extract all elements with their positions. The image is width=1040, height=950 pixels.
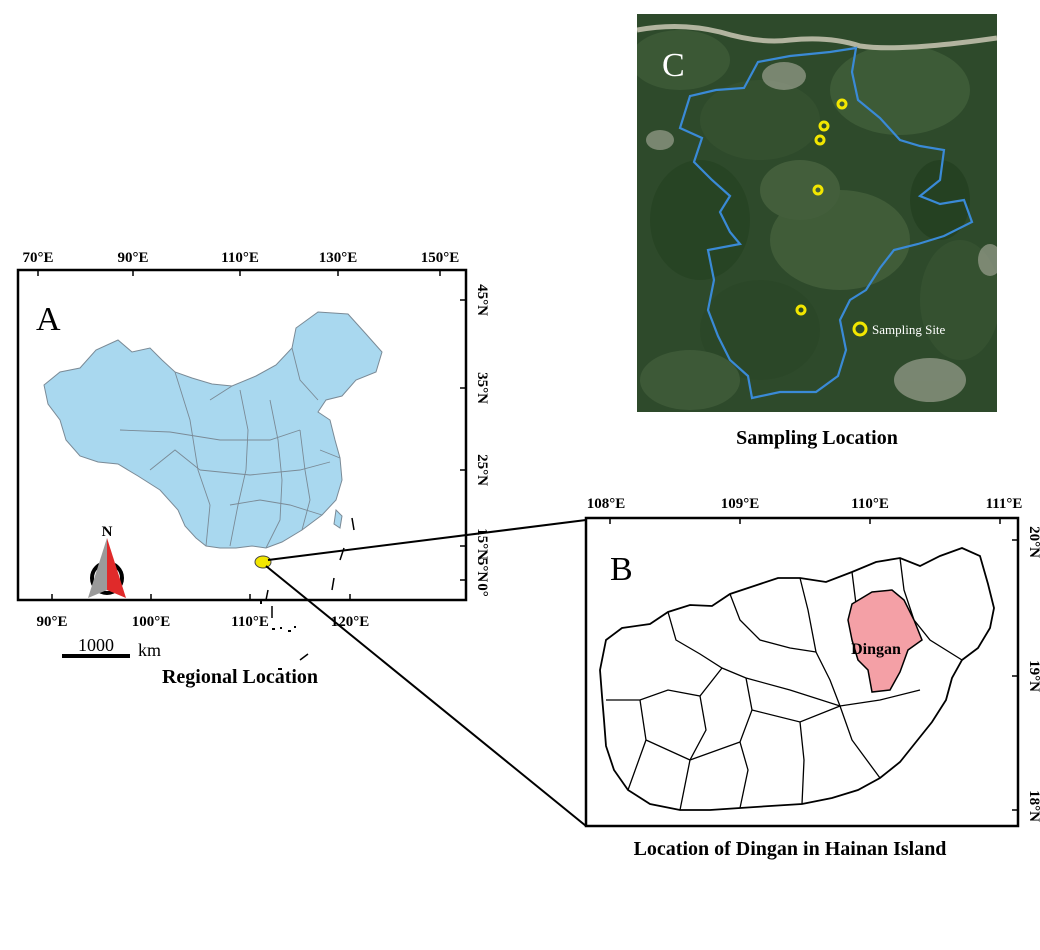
sampling-sites: [795, 98, 848, 316]
urban-areas: [646, 62, 997, 402]
panel-c-satellite-map: Sampling Site C Sampling Location: [637, 14, 997, 449]
zoom-connector-lines: [265, 519, 587, 827]
panel-b-top-tick-3: 110°E: [851, 496, 889, 512]
dingan-boundary: [678, 46, 974, 400]
scale-unit: km: [138, 640, 161, 660]
panel-c-caption: Sampling Location: [736, 427, 898, 449]
sampling-site-marker: [836, 98, 848, 110]
scale-bar: 1000 km: [62, 635, 161, 660]
panel-b-letter: B: [610, 551, 633, 588]
legend-marker: [852, 321, 868, 337]
hainan-highlight: [254, 555, 272, 569]
panel-b-hainan-map: Dingan B 108°E 109°E 110°E 111°E 20°N 19…: [584, 496, 1040, 860]
panel-b-top-tick-4: 111°E: [986, 496, 1023, 512]
panel-a-caption: Regional Location: [162, 666, 318, 688]
north-arrow-icon: N: [88, 524, 126, 598]
panel-a-right-tick-4: 15°N: [474, 528, 490, 560]
dingan-label: Dingan: [851, 641, 901, 658]
panel-a-right-tick-2: 35°N: [474, 372, 490, 404]
sampling-site-marker: [814, 134, 826, 146]
panel-b-frame-ticks: [609, 518, 1018, 811]
dingan-county: [847, 589, 923, 693]
sampling-site-marker: [818, 120, 830, 132]
panel-a-regional-map: N 1000 km A 70°E 90°E 110°E 130°E 150°E …: [16, 250, 490, 688]
panel-a-bottom-tick-4: 120°E: [331, 614, 370, 630]
panel-a-right-tick-6: 0°: [474, 583, 490, 597]
panel-b-top-tick-1: 108°E: [587, 496, 626, 512]
panel-a-bottom-tick-1: 90°E: [36, 614, 67, 630]
panel-b-right-tick-1: 20°N: [1026, 526, 1040, 558]
panel-a-bottom-tick-2: 100°E: [132, 614, 171, 630]
panel-a-frame-ticks: [37, 270, 466, 600]
panel-b-right-tick-2: 19°N: [1026, 660, 1040, 692]
panel-a-top-tick-4: 130°E: [319, 250, 358, 266]
panel-a-top-tick-2: 90°E: [117, 250, 148, 266]
panel-a-letter: A: [36, 301, 61, 338]
panel-a-right-tick-5: 5°N: [474, 558, 490, 582]
panel-a-top-tick-5: 150°E: [421, 250, 460, 266]
panel-c-letter: C: [662, 47, 685, 84]
taiwan-island: [333, 508, 343, 529]
panel-a-right-tick-3: 25°N: [474, 454, 490, 486]
scale-value: 1000: [78, 635, 114, 655]
panel-a-right-tick-1: 45°N: [474, 284, 490, 316]
south-china-sea-dashes: [265, 517, 355, 661]
panel-b-caption: Location of Dingan in Hainan Island: [634, 838, 947, 860]
panel-a-bottom-tick-3: 110°E: [231, 614, 269, 630]
panel-b-top-tick-2: 109°E: [721, 496, 760, 512]
province-borders: [119, 347, 341, 549]
sampling-site-marker: [795, 304, 807, 316]
satellite-texture: [637, 30, 997, 410]
panel-a-top-tick-1: 70°E: [22, 250, 53, 266]
panel-b-right-tick-3: 18°N: [1026, 790, 1040, 822]
sampling-site-marker: [812, 184, 824, 196]
islets: [260, 600, 296, 670]
panel-a-top-tick-3: 110°E: [221, 250, 259, 266]
compass-label: N: [102, 524, 113, 540]
river: [637, 23, 997, 51]
satellite-image: Sampling Site: [637, 14, 997, 412]
legend-label: Sampling Site: [872, 322, 946, 337]
